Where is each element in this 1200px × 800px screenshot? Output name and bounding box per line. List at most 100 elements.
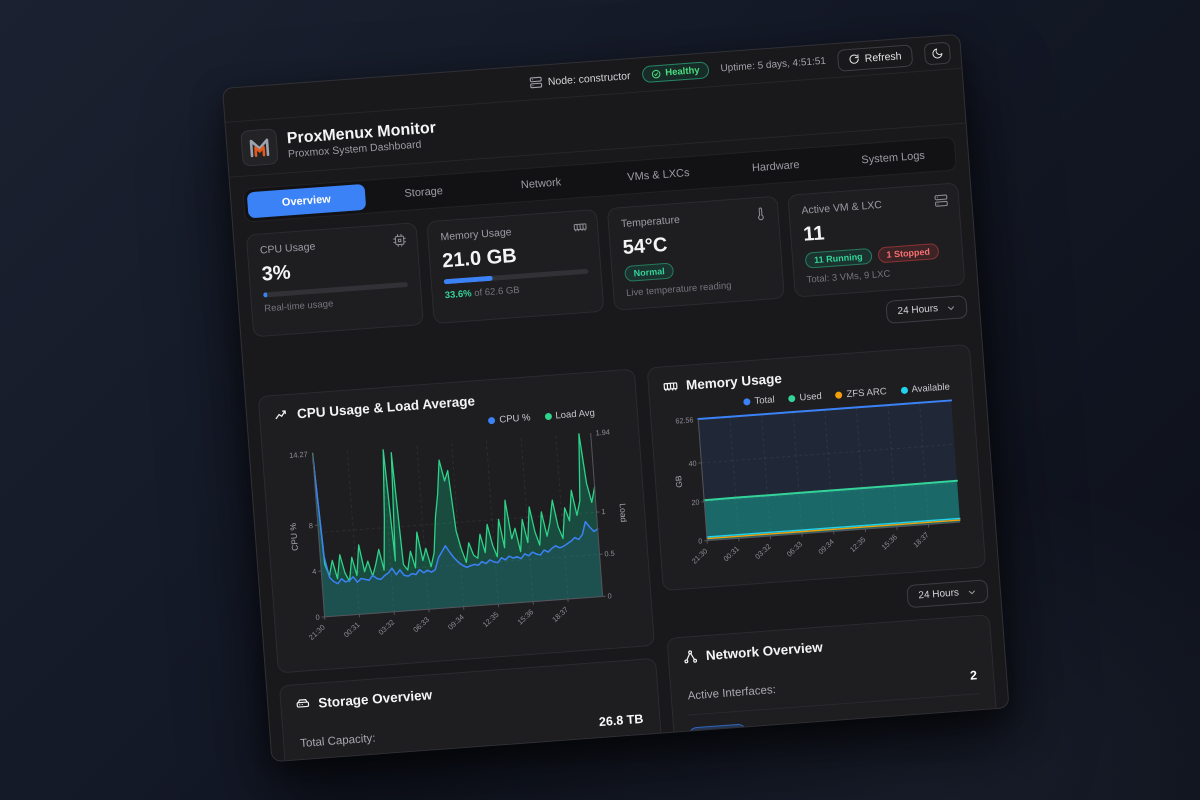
cpu-usage-card: CPU Usage 3% Real-time usage bbox=[245, 222, 424, 338]
legend-item-total: Total bbox=[743, 394, 775, 407]
svg-text:15:36: 15:36 bbox=[880, 532, 899, 551]
theme-toggle-button[interactable] bbox=[923, 41, 952, 65]
top-status-bar: Node: constructor Healthy Uptime: 5 days… bbox=[223, 34, 962, 123]
network-overview-panel: Network Overview Active Interfaces: 2 bbox=[666, 614, 1000, 763]
health-label: Healthy bbox=[664, 64, 701, 79]
time-range-row: 24 Hours bbox=[254, 295, 968, 370]
svg-text:14.27: 14.27 bbox=[289, 450, 308, 460]
trend-icon bbox=[275, 410, 286, 420]
svg-text:0: 0 bbox=[315, 613, 320, 622]
check-circle-icon bbox=[652, 69, 661, 78]
lower-grid: CPU Usage & Load Average CPU % Load Avg … bbox=[257, 343, 1002, 763]
chevron-down-icon bbox=[947, 305, 954, 310]
svg-text:8: 8 bbox=[309, 521, 314, 530]
temperature-status-badge: Normal bbox=[624, 262, 675, 282]
chevron-down-icon bbox=[968, 590, 975, 594]
health-badge: Healthy bbox=[641, 61, 710, 84]
vm-stopped-badge: 1 Stopped bbox=[876, 242, 940, 264]
refresh-button[interactable]: Refresh bbox=[837, 43, 914, 72]
stats-row: CPU Usage 3% Real-time usage Memory Usag… bbox=[245, 182, 966, 338]
svg-text:20: 20 bbox=[691, 498, 700, 508]
active-vm-card: Active VM & LXC 11 11 Running 1 Stopped … bbox=[787, 182, 966, 298]
memory-chart-panel: Memory Usage Total Used ZFS ARC Availabl… bbox=[646, 343, 987, 592]
storage-row-capacity: Total Capacity: 26.8 TB bbox=[296, 700, 647, 763]
cpu-load-chart-panel: CPU Usage & Load Average CPU % Load Avg … bbox=[257, 368, 656, 674]
memory-time-range-select[interactable]: 24 Hours bbox=[906, 579, 989, 609]
svg-text:00:31: 00:31 bbox=[722, 544, 741, 563]
temperature-value: 54°C bbox=[621, 233, 669, 260]
refresh-icon bbox=[849, 54, 859, 64]
cpu-icon bbox=[393, 233, 407, 247]
svg-text:03:32: 03:32 bbox=[377, 618, 397, 637]
svg-text:1: 1 bbox=[601, 507, 606, 516]
storage-capacity-value: 26.8 TB bbox=[598, 711, 644, 730]
svg-text:0: 0 bbox=[607, 591, 612, 600]
logo-m-icon bbox=[249, 138, 270, 158]
cpu-card-title: CPU Usage bbox=[259, 240, 316, 257]
vm-stack-icon bbox=[934, 194, 948, 207]
svg-text:21:30: 21:30 bbox=[690, 546, 709, 565]
tab-system-logs[interactable]: System Logs bbox=[860, 149, 926, 167]
network-interfaces-value: 2 bbox=[969, 668, 978, 683]
network-title: Network Overview bbox=[705, 639, 824, 664]
tab-vms-lxcs[interactable]: VMs & LXCs bbox=[626, 167, 690, 184]
vm-count-value: 11 bbox=[802, 222, 826, 246]
time-range-select[interactable]: 24 Hours bbox=[885, 295, 968, 324]
time-range-value: 24 Hours bbox=[897, 303, 939, 318]
svg-text:03:32: 03:32 bbox=[753, 542, 772, 561]
svg-text:4: 4 bbox=[312, 567, 317, 576]
memory-icon bbox=[663, 382, 678, 392]
hdd-icon bbox=[296, 699, 310, 708]
thermometer-icon bbox=[758, 207, 764, 221]
cpu-load-chart: 21:30 00:31 03:32 06:33 09:34 12:35 15:36 18:37… bbox=[288, 427, 629, 641]
app-logo bbox=[240, 128, 279, 167]
cpu-caption: Real-time usage bbox=[263, 298, 334, 315]
svg-text:12:35: 12:35 bbox=[848, 535, 867, 554]
cpu-progress-fill bbox=[263, 292, 268, 298]
network-icon bbox=[684, 650, 698, 664]
main-content: Overview Storage Network VMs & LXCs Hard… bbox=[230, 124, 1010, 763]
memory-usage-card: Memory Usage 21.0 GB 33.6% of 62.6 GB bbox=[426, 208, 605, 325]
storage-overview-panel: Storage Overview Total Capacity: 26.8 TB… bbox=[278, 657, 667, 763]
left-column: CPU Usage & Load Average CPU % Load Avg … bbox=[257, 368, 667, 763]
memory-card-title: Memory Usage bbox=[440, 226, 512, 244]
svg-text:1.94: 1.94 bbox=[595, 427, 610, 437]
memory-range-row: 24 Hours bbox=[664, 579, 989, 626]
temperature-card-title: Temperature bbox=[620, 213, 681, 231]
svg-text:18:37: 18:37 bbox=[911, 530, 930, 549]
network-row-interfaces: Active Interfaces: 2 bbox=[684, 657, 981, 716]
refresh-label: Refresh bbox=[864, 49, 902, 65]
svg-text:0: 0 bbox=[698, 536, 703, 545]
memory-percent-highlight: 33.6% bbox=[444, 288, 473, 302]
server-icon bbox=[530, 76, 543, 89]
tab-hardware[interactable]: Hardware bbox=[751, 158, 800, 175]
tab-storage[interactable]: Storage bbox=[404, 185, 444, 200]
dashboard-window: Node: constructor Healthy Uptime: 5 days… bbox=[222, 33, 1010, 763]
svg-text:18:37: 18:37 bbox=[550, 605, 570, 624]
app-titles: ProxMenux Monitor Proxmox System Dashboa… bbox=[286, 119, 437, 160]
svg-text:06:33: 06:33 bbox=[785, 539, 804, 558]
tab-overview[interactable]: Overview bbox=[246, 183, 366, 219]
svg-text:GB: GB bbox=[673, 475, 684, 488]
moon-icon bbox=[932, 48, 943, 58]
tab-network[interactable]: Network bbox=[520, 176, 562, 192]
memory-icon bbox=[573, 223, 587, 232]
node-info: Node: constructor bbox=[529, 69, 631, 89]
memory-caption: 33.6% of 62.6 GB bbox=[444, 284, 521, 302]
app-header: ProxMenux Monitor Proxmox System Dashboa… bbox=[225, 68, 966, 178]
right-column: Memory Usage Total Used ZFS ARC Availabl… bbox=[646, 343, 1000, 763]
memory-chart: 21:30 00:31 03:32 06:33 09:34 12:35 15:36 18:37… bbox=[673, 399, 961, 566]
memory-value: 21.0 GB bbox=[441, 244, 518, 273]
svg-text:0.5: 0.5 bbox=[604, 549, 615, 559]
uptime-text: Uptime: 5 days, 4:51:51 bbox=[720, 55, 827, 75]
svg-text:62.56: 62.56 bbox=[675, 415, 694, 425]
storage-title: Storage Overview bbox=[317, 687, 433, 711]
svg-text:Load: Load bbox=[618, 503, 629, 523]
vm-caption: Total: 3 VMs, 9 LXC bbox=[806, 268, 891, 286]
storage-disks-value: 7 disks bbox=[603, 748, 647, 763]
memory-range-value: 24 Hours bbox=[918, 587, 960, 602]
svg-text:CPU %: CPU % bbox=[288, 522, 300, 551]
temperature-caption: Live temperature reading bbox=[625, 280, 732, 299]
legend-item-used: Used bbox=[788, 391, 822, 404]
vm-card-title: Active VM & LXC bbox=[801, 199, 883, 217]
